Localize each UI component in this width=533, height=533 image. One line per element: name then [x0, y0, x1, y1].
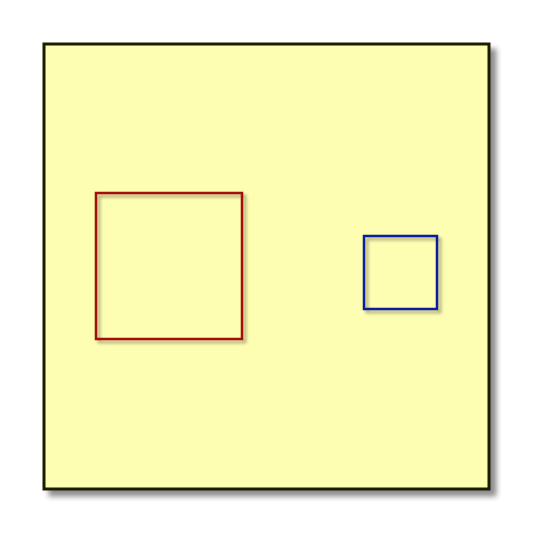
large-square: [94, 191, 244, 341]
small-square: [362, 234, 439, 311]
panel-frame: [42, 42, 491, 491]
